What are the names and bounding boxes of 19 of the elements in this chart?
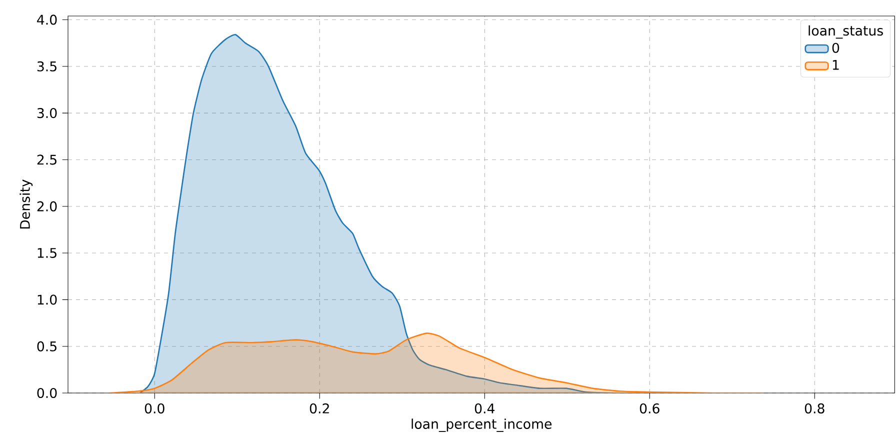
- legend-title: loan_status: [808, 25, 883, 39]
- y-axis-title: Density: [20, 180, 33, 229]
- x-tick-label: 0.6: [640, 403, 660, 414]
- y-tick-label: 0.0: [37, 388, 57, 398]
- y-tick-label: 1.5: [38, 248, 56, 258]
- x-tick-label: 0.2: [310, 403, 329, 414]
- y-tick-label: 2.0: [37, 201, 57, 212]
- y-tick-label: 0.5: [37, 341, 56, 352]
- y-tick-label: 3.5: [37, 61, 56, 72]
- legend-label: 1: [832, 60, 839, 70]
- y-tick-label: 3.0: [37, 108, 57, 118]
- x-axis-title: loan_percent_income: [412, 418, 552, 432]
- x-tick-label: 0.8: [804, 403, 824, 414]
- y-tick-label: 4.0: [37, 14, 57, 25]
- x-tick-label: 0.4: [474, 403, 494, 414]
- y-tick-label: 2.5: [37, 154, 56, 165]
- x-tick-label: 0.0: [144, 403, 164, 414]
- y-tick-label: 1.0: [38, 294, 57, 305]
- legend-label: 0: [832, 42, 840, 53]
